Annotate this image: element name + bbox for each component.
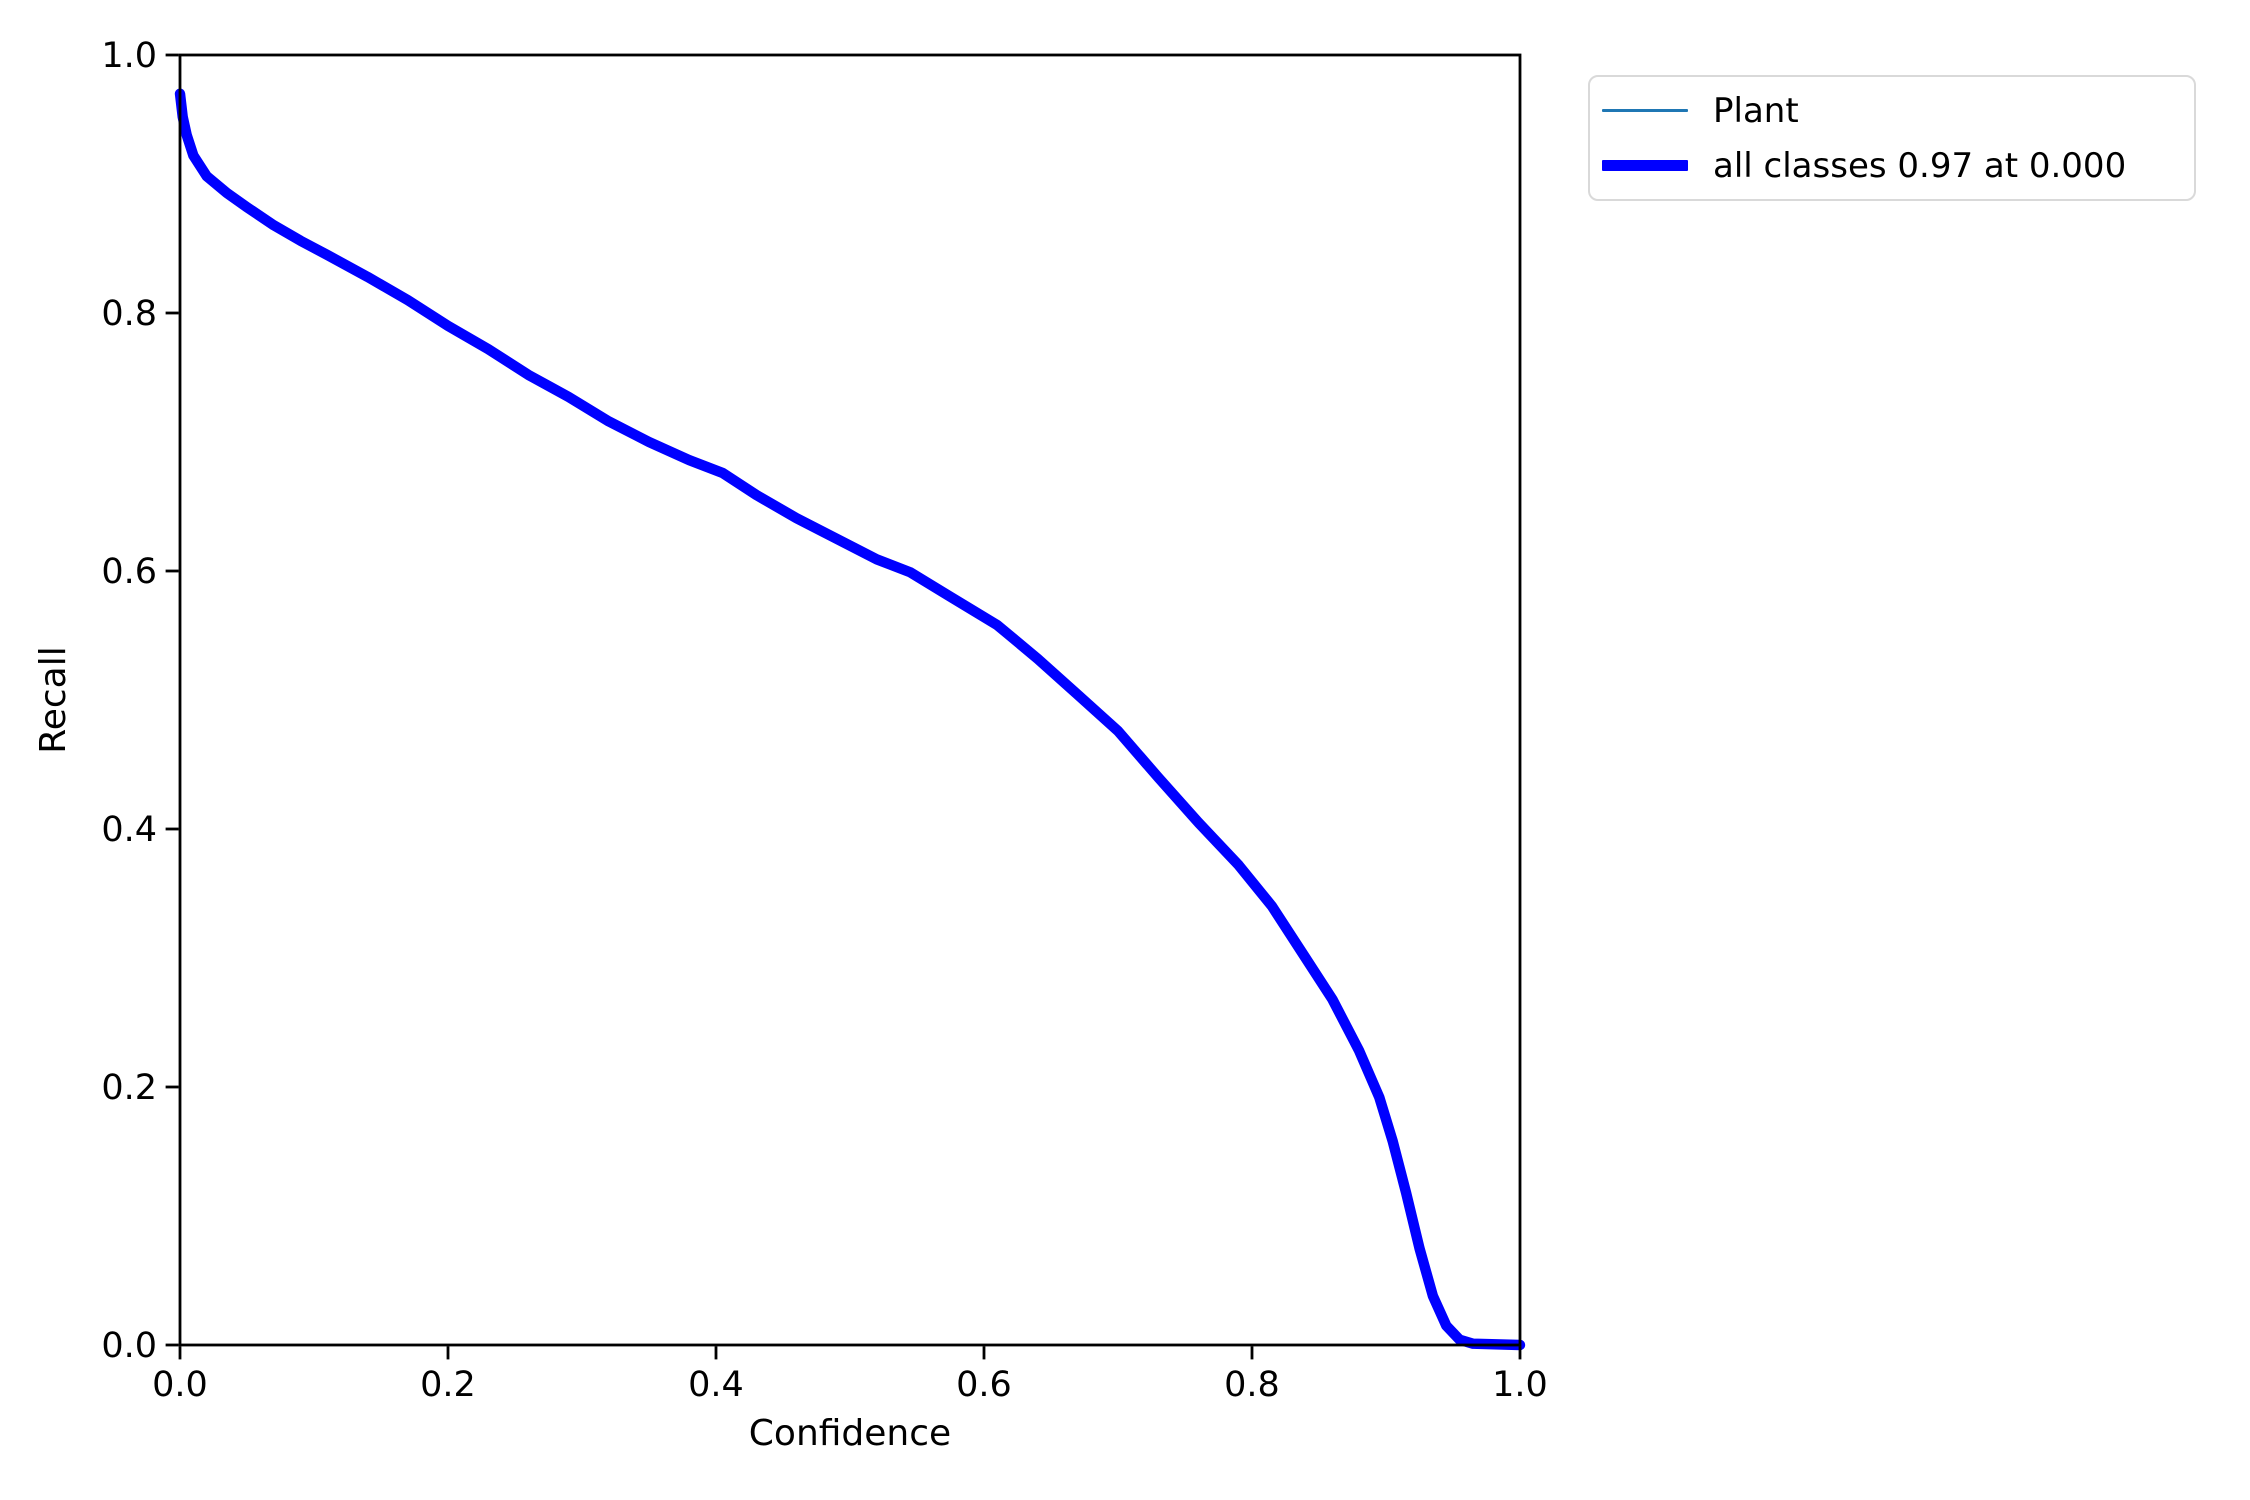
x-tick-label: 1.0 <box>1492 1365 1548 1405</box>
y-tick-label: 0.8 <box>101 294 157 334</box>
legend-label-all-classes: all classes 0.97 at 0.000 <box>1713 145 2127 186</box>
y-tick-label: 0.2 <box>101 1068 157 1108</box>
legend-item-all-classes: all classes 0.97 at 0.000 <box>1590 149 2194 183</box>
legend: Plant all classes 0.97 at 0.000 <box>1588 75 2196 201</box>
x-tick-label: 0.8 <box>1224 1365 1280 1405</box>
series-line-all-classes <box>174 88 1526 1351</box>
x-tick-label: 0.2 <box>420 1365 476 1405</box>
legend-label-plant: Plant <box>1713 90 1799 131</box>
y-tick-label: 1.0 <box>101 36 157 76</box>
x-tick-label: 0.0 <box>152 1365 208 1405</box>
y-tick-label: 0.0 <box>101 1326 157 1366</box>
legend-item-plant: Plant <box>1590 94 2194 128</box>
y-tick-label: 0.4 <box>101 810 157 850</box>
plot-border <box>178 53 1522 1347</box>
x-tick-label: 0.4 <box>688 1365 744 1405</box>
x-tick-label: 0.6 <box>956 1365 1012 1405</box>
legend-line-sample-all-classes <box>1602 160 1688 171</box>
y-tick-label: 0.6 <box>101 552 157 592</box>
y-axis-label: Recall <box>33 646 74 753</box>
x-axis-label: Confidence <box>749 1413 951 1454</box>
legend-line-sample-plant <box>1602 108 1688 113</box>
